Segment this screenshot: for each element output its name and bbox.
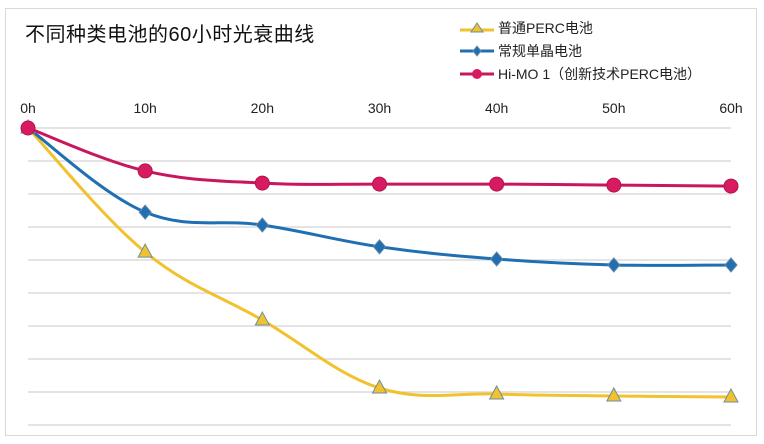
diamond-marker: [724, 257, 738, 273]
diamond-marker-icon: [460, 44, 494, 57]
legend-label: 常规单晶电池: [498, 42, 582, 59]
triangle-marker: [488, 384, 505, 400]
circle-marker: [606, 177, 622, 193]
chart-frame: [5, 8, 757, 436]
x-tick-label: 10h: [133, 100, 156, 116]
circle-marker-icon: [460, 68, 494, 79]
chart-title: 不同种类电池的60小时光衰曲线: [25, 24, 315, 46]
triangle-marker: [605, 386, 622, 402]
legend-item-perc: 普通PERC电池: [460, 16, 701, 39]
triangle-marker: [137, 243, 154, 258]
x-tick-label: 50h: [602, 100, 625, 116]
diamond-marker: [138, 204, 152, 220]
triangle-marker: [254, 311, 271, 326]
circle-marker: [489, 176, 505, 192]
circle-marker: [20, 120, 36, 136]
x-tick-label: 60h: [719, 100, 742, 116]
x-tick-label: 0h: [20, 100, 36, 116]
diamond-marker: [607, 257, 621, 273]
circle-marker: [254, 175, 270, 191]
triangle-marker: [723, 387, 739, 403]
triangle-marker-icon: [460, 21, 494, 32]
legend-item-mono: 常规单晶电池: [460, 39, 701, 62]
x-tick-label: 30h: [368, 100, 391, 116]
circle-marker: [137, 163, 153, 179]
circle-marker: [372, 176, 387, 192]
legend-item-himo: Hi-MO 1（创新技术PERC电池）: [460, 62, 701, 85]
x-tick-label: 40h: [485, 100, 508, 116]
diamond-marker: [255, 217, 269, 233]
legend-label: Hi-MO 1（创新技术PERC电池）: [498, 65, 702, 82]
diamond-marker: [490, 251, 504, 267]
circle-marker: [723, 178, 739, 194]
diamond-marker: [372, 239, 387, 255]
legend-label: 普通PERC电池: [498, 19, 593, 36]
x-tick-label: 20h: [251, 100, 274, 116]
legend: 普通PERC电池 常规单晶电池 Hi-MO 1（创新技术PERC电池）: [460, 16, 701, 85]
triangle-marker: [371, 378, 388, 394]
